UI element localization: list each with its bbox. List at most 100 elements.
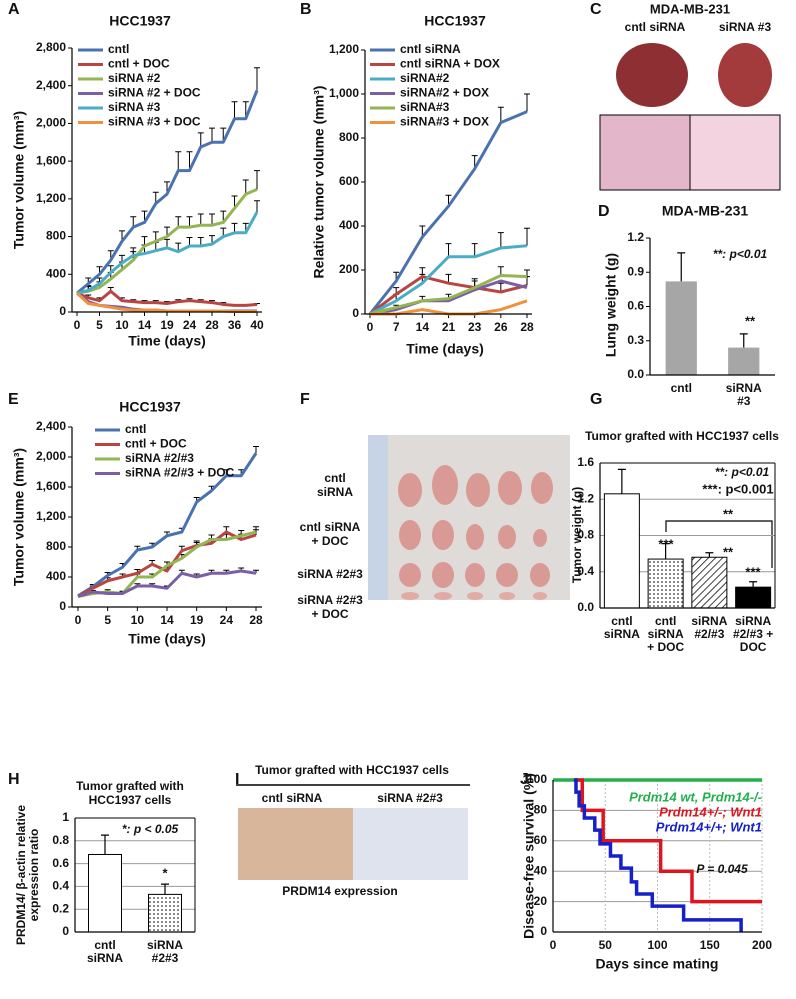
series-line xyxy=(369,244,528,316)
legend-label: Prdm14+/+; Wnt1 xyxy=(656,819,762,834)
x-tick-label: siRNA xyxy=(735,614,771,628)
y-tick-label: 0.4 xyxy=(577,564,594,578)
y-tick-label: 600 xyxy=(339,174,359,188)
histology-photo xyxy=(689,114,781,191)
panel-letter: E xyxy=(8,391,19,408)
x-tick-label: 24 xyxy=(183,318,197,332)
y-tick-label: 2,000 xyxy=(36,449,66,463)
legend-label: Prdm14+/-; Wnt1 xyxy=(659,804,762,819)
tumors xyxy=(398,465,553,588)
survival-curve xyxy=(573,778,762,904)
y-tick-label: 1.2 xyxy=(627,230,644,244)
y-tick-label: 0 xyxy=(352,306,359,320)
panel-c: C MDA-MB-231 cntl siRNA siRNA #3 xyxy=(590,1,781,191)
x-tick-label: 36 xyxy=(228,318,242,332)
error-bar xyxy=(677,252,686,282)
x-tick-label: cntl xyxy=(655,614,676,628)
error-bar xyxy=(617,468,626,494)
legend-label: cntl siRNA xyxy=(400,42,461,56)
y-axis-label: expression ratio xyxy=(27,829,41,922)
x-tick-label: siRNA xyxy=(147,938,183,952)
photo-label: siRNA #2#3 xyxy=(297,593,363,607)
y-tick-label: 800 xyxy=(339,130,359,144)
photo-label: siRNA xyxy=(317,485,353,499)
x-tick-label: 40 xyxy=(250,318,264,332)
legend-label: siRNA#2 xyxy=(400,71,450,85)
error-bar xyxy=(253,526,259,532)
x-tick-label: #2#3 xyxy=(152,951,179,965)
series-line xyxy=(75,292,257,314)
chart-title: HCC1937 xyxy=(119,399,181,415)
y-axis-label: Tumor volume (mm³) xyxy=(11,111,27,249)
series-line xyxy=(369,274,528,316)
x-tick-label: cntl xyxy=(94,938,115,952)
lung-photo xyxy=(718,43,772,107)
y-tick-label: 0.9 xyxy=(627,264,644,278)
x-tick-label: 5 xyxy=(104,613,111,627)
y-axis-label: Lung weight (g) xyxy=(603,253,619,357)
annotation: P = 0.045 xyxy=(696,862,748,876)
error-bar xyxy=(497,106,504,123)
x-tick-label: 0 xyxy=(367,320,374,334)
error-bar xyxy=(749,581,758,588)
photo-label: cntl siRNA xyxy=(262,791,323,805)
legend-label: siRNA#3 + DOX xyxy=(400,115,489,129)
error-bar xyxy=(739,333,748,348)
legend-label: siRNA#2 + DOX xyxy=(400,86,489,100)
panel-letter: A xyxy=(8,1,20,18)
error-bar xyxy=(209,127,215,143)
series-line xyxy=(77,530,257,598)
x-tick-label: siRNA xyxy=(648,627,684,641)
legend-label: Prdm14 wt, Prdm14-/- xyxy=(629,789,762,804)
error-bar xyxy=(101,834,109,855)
panel-letter: J xyxy=(520,771,529,788)
error-bar xyxy=(130,216,137,228)
x-tick-label: 14 xyxy=(160,613,174,627)
annotation: *** xyxy=(658,536,674,551)
error-bar xyxy=(445,243,452,257)
ruler xyxy=(368,435,388,600)
annotation: ***: p<0.001 xyxy=(702,481,773,496)
error-bar xyxy=(231,101,238,119)
photo-label: siRNA #2#3 xyxy=(377,791,443,805)
x-axis-label: Time (days) xyxy=(406,341,484,357)
error-bar xyxy=(175,216,182,228)
error-bar xyxy=(209,213,215,226)
y-axis-label: Relative tumor volume (mm³) xyxy=(311,86,327,279)
chart-title: HCC1937 xyxy=(424,13,486,29)
x-tick-label: DOC xyxy=(740,640,767,654)
x-tick-label: siRNA xyxy=(604,627,640,641)
x-tick-label: 19 xyxy=(160,318,174,332)
x-tick-label: siRNA xyxy=(726,381,762,395)
annotation: * xyxy=(162,865,168,880)
y-tick-label: 1 xyxy=(62,810,69,824)
y-tick-label: 2,000 xyxy=(36,116,66,130)
annotation: ** xyxy=(723,544,734,559)
x-tick-label: 0 xyxy=(75,613,82,627)
error-bar xyxy=(254,200,260,213)
panel-letter: I xyxy=(235,771,239,788)
x-tick-label: 23 xyxy=(468,320,482,334)
annotation: ** xyxy=(723,506,734,521)
x-tick-label: cntl xyxy=(611,614,632,628)
photo-label: + DOC xyxy=(311,534,348,548)
error-bar xyxy=(471,243,478,257)
error-bar xyxy=(231,222,238,233)
y-tick-label: 0.6 xyxy=(52,856,69,870)
series-line xyxy=(369,279,528,316)
legend-label: cntl siRNA + DOX xyxy=(400,57,500,71)
series-line xyxy=(77,569,257,598)
panel-i: I Tumor grafted with HCC1937 cells cntl … xyxy=(235,763,470,898)
y-tick-label: 1,000 xyxy=(329,86,359,100)
x-tick-label: 7 xyxy=(393,320,400,334)
legend-label: siRNA #2 xyxy=(108,71,161,85)
y-tick-label: 400 xyxy=(46,569,66,583)
bar xyxy=(665,281,697,375)
x-tick-label: 100 xyxy=(647,938,667,952)
y-tick-label: 800 xyxy=(46,539,66,553)
error-bar xyxy=(175,151,182,171)
x-tick-label: 28 xyxy=(249,613,263,627)
annotation: ** xyxy=(745,313,756,328)
y-tick-label: 400 xyxy=(46,266,66,280)
